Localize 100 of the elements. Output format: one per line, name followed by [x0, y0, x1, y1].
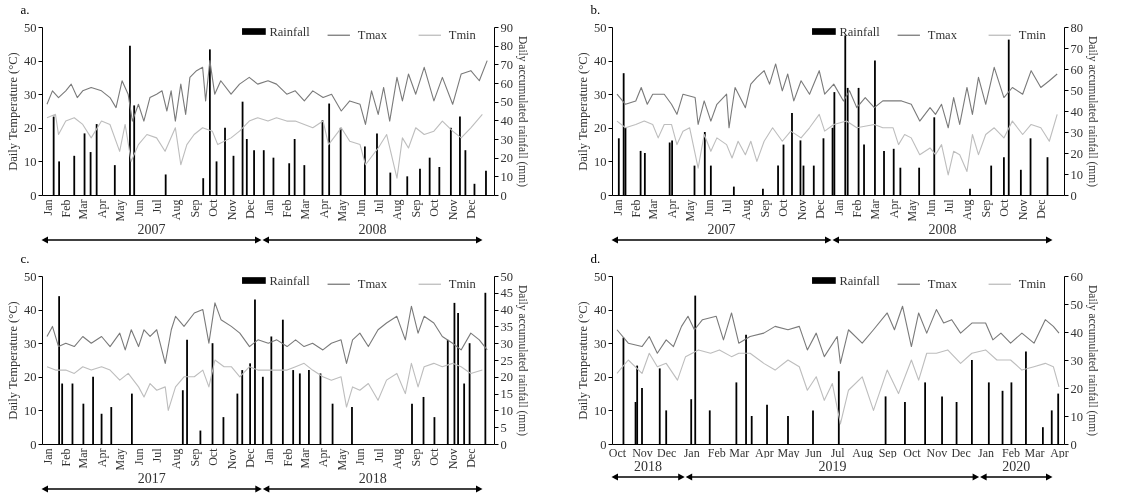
y-tick-label: 30	[24, 87, 37, 102]
x-tick-label: Apr	[94, 199, 109, 219]
y-tick-label: 10	[24, 403, 37, 418]
x-tick-label: Dec	[242, 199, 257, 219]
x-tick-label: May	[113, 448, 128, 471]
x-tick-label: Jun	[923, 199, 938, 217]
legend-label: Tmin	[1018, 277, 1047, 292]
legend-label: Tmax	[357, 277, 388, 292]
legend-label: Rainfall	[839, 273, 881, 288]
legend-label: Tmax	[357, 28, 388, 43]
y2-tick-label: 20	[500, 370, 513, 385]
legend-label: Tmin	[448, 28, 477, 43]
x-tick-label: Nov	[446, 199, 461, 221]
y2-tick-label: 60	[1070, 62, 1083, 77]
x-tick-label: Oct	[997, 198, 1012, 217]
x-tick-label: Jun	[805, 445, 822, 460]
x-tick-label: Dec	[243, 448, 258, 468]
y-tick-label: 50	[24, 20, 37, 35]
y-tick-label: 30	[594, 87, 607, 102]
y2-tick-label: 50	[500, 95, 513, 110]
chart-title: d.	[590, 251, 601, 266]
y-axis-title: Daily Temperature (°C)	[576, 52, 590, 171]
y-axis-title: Daily Temperature (°C)	[6, 52, 20, 171]
x-tick-label: Mar	[76, 199, 91, 220]
x-tick-label: Sep	[757, 199, 772, 218]
y-tick-label: 30	[594, 336, 607, 351]
x-tick-label: Jul	[150, 198, 165, 214]
x-tick-label: Nov	[794, 199, 809, 221]
y2-tick-label: 20	[1070, 381, 1083, 396]
y-axis-title: Daily Temperature (°C)	[6, 301, 20, 420]
x-tick-label: Jul	[720, 198, 735, 214]
y2-tick-label: 60	[500, 76, 513, 91]
y-axis-title: Daily Temperature (°C)	[576, 301, 590, 420]
y2-tick-label: 10	[500, 403, 513, 418]
x-tick-label: Jul	[371, 447, 386, 463]
y-tick-label: 20	[594, 370, 607, 385]
y2-tick-label: 15	[500, 387, 513, 402]
x-tick-label: Sep	[187, 199, 202, 218]
y2-axis-title: Daily accumulated rainfall (mm)	[1086, 35, 1099, 188]
x-tick-label: May	[683, 199, 698, 222]
y2-tick-label: 30	[1070, 125, 1083, 140]
x-tick-label: Oct	[903, 445, 922, 460]
y-tick-label: 10	[594, 154, 607, 169]
x-tick-label: Jul	[830, 445, 846, 460]
y2-tick-label: 0	[500, 188, 507, 203]
x-tick-label: Jan	[40, 199, 55, 216]
chart-title: c.	[20, 251, 30, 266]
x-tick-label: Apr	[316, 199, 331, 219]
legend-label: Rainfall	[839, 24, 881, 39]
x-tick-label: Feb	[707, 445, 726, 460]
x-tick-label: Mar	[76, 448, 91, 469]
x-tick-label: Mar	[297, 448, 312, 469]
y2-tick-label: 5	[500, 420, 507, 435]
y-tick-label: 0	[600, 437, 607, 452]
x-tick-label: Dec	[1034, 199, 1049, 219]
x-tick-label: Nov	[1016, 199, 1031, 221]
y-tick-label: 50	[594, 20, 607, 35]
x-tick-label: Jun	[132, 448, 147, 466]
x-tick-label: Oct	[427, 447, 442, 466]
x-tick-label: May	[113, 199, 128, 222]
x-tick-label: Jun	[131, 199, 146, 217]
chart-title: a.	[20, 2, 30, 17]
y2-tick-label: 0	[1070, 437, 1077, 452]
x-tick-label: Feb	[59, 448, 74, 467]
legend-label: Tmin	[1018, 28, 1047, 43]
x-tick-label: Feb	[850, 199, 865, 218]
x-tick-label: Aug	[390, 448, 405, 470]
y2-tick-label: 90	[500, 20, 513, 35]
legend-label: Tmax	[927, 277, 958, 292]
y-tick-label: 20	[24, 121, 37, 136]
text: 2008	[928, 222, 957, 237]
y2-tick-label: 50	[500, 269, 513, 284]
y2-tick-label: 40	[1070, 104, 1083, 119]
x-tick-label: Feb	[280, 448, 295, 467]
y2-tick-label: 25	[500, 353, 513, 368]
x-tick-label: Jul	[941, 198, 956, 214]
chart-title: b.	[590, 2, 601, 17]
y-tick-label: 40	[24, 303, 37, 318]
y-tick-label: 40	[594, 54, 607, 69]
x-tick-label: Feb	[59, 199, 74, 218]
y-tick-label: 50	[24, 269, 37, 284]
x-tick-label: Jul	[371, 198, 386, 214]
x-tick-label: Apr	[316, 448, 331, 468]
text: 2007	[137, 222, 166, 237]
y2-tick-label: 10	[1070, 167, 1083, 182]
x-tick-label: Sep	[409, 448, 424, 467]
x-tick-label: Aug	[960, 199, 975, 221]
x-tick-label: Jun	[353, 448, 368, 466]
y-tick-label: 10	[594, 403, 607, 418]
y2-tick-label: 40	[1070, 325, 1083, 340]
x-tick-label: Dec	[951, 445, 971, 460]
y2-tick-label: 80	[500, 39, 513, 54]
x-tick-label: Aug	[168, 199, 183, 221]
legend-label: Rainfall	[269, 273, 311, 288]
x-tick-label: Mar	[297, 199, 312, 220]
y2-axis-title: Daily accumulated rainfall (mm)	[516, 35, 529, 188]
x-tick-label: Jan	[683, 445, 700, 460]
x-tick-label: Oct	[608, 445, 627, 460]
x-tick-label: Apr	[664, 199, 679, 219]
x-tick-label: Dec	[464, 199, 479, 219]
